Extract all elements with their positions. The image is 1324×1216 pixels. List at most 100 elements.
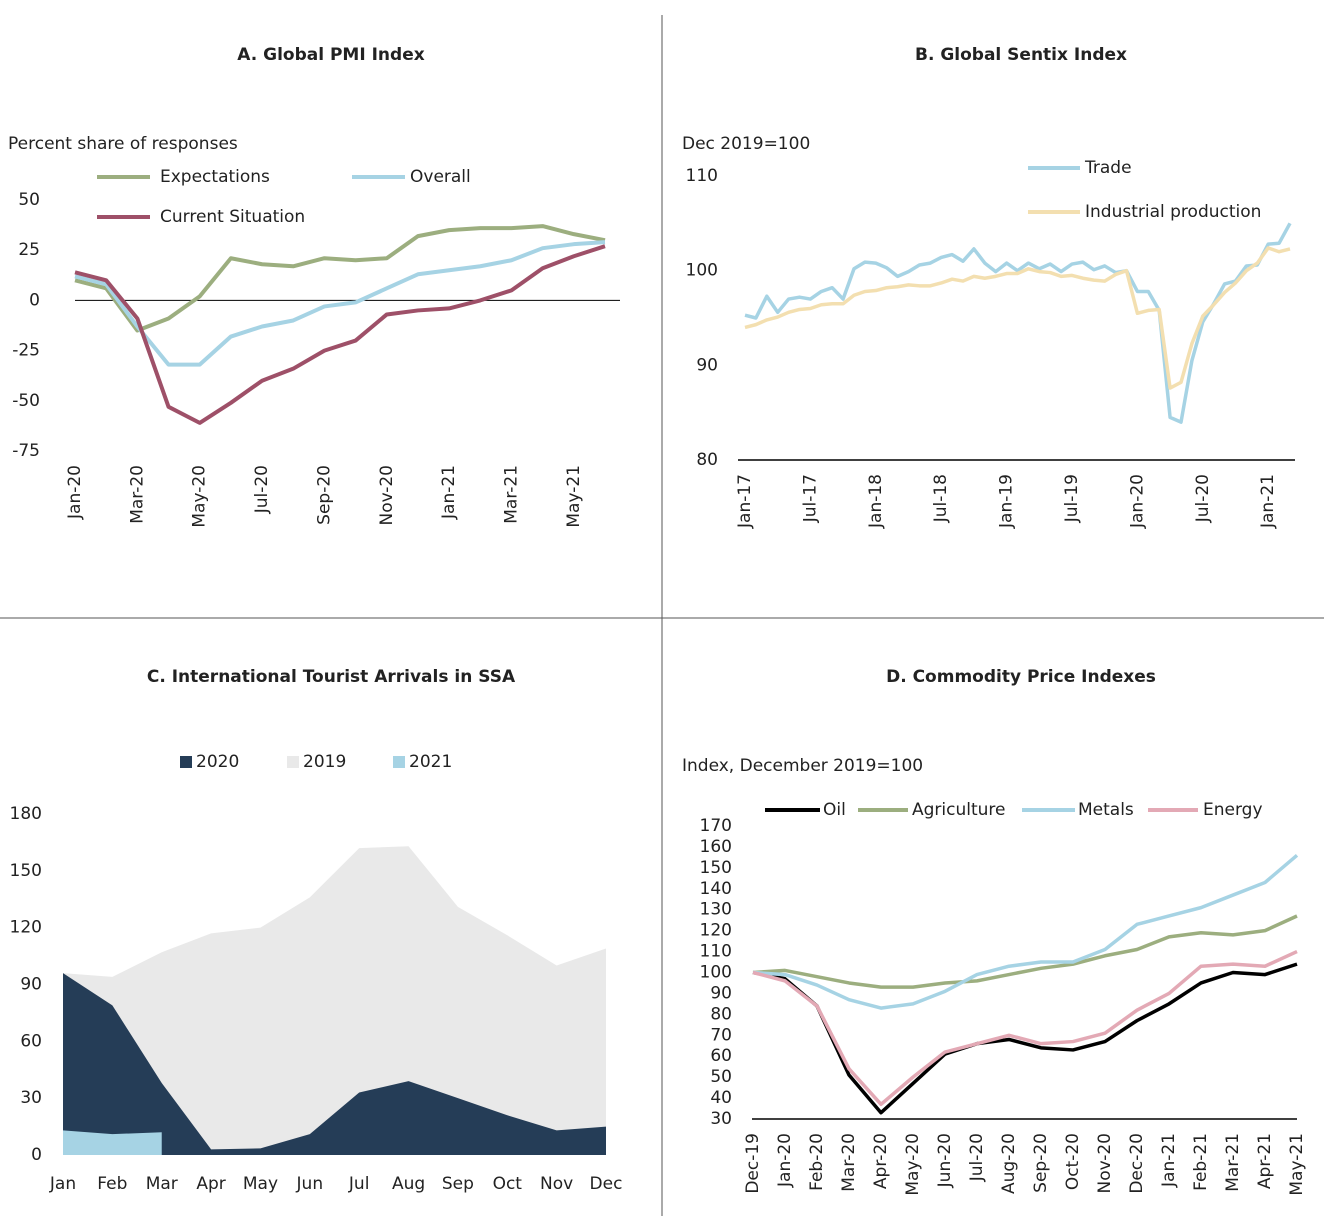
x-tick-label: Apr-21: [1255, 1133, 1275, 1189]
y-tick-label: 150: [10, 861, 42, 881]
y-tick-label: 80: [696, 450, 718, 470]
y-axis-label: Index, December 2019=100: [682, 756, 923, 776]
x-tick-label: Mar-20: [127, 465, 147, 524]
x-tick-label: May-21: [1287, 1133, 1307, 1196]
x-tick-label: May: [243, 1174, 278, 1194]
legend-label: 2021: [409, 752, 452, 772]
line: [74, 224, 606, 333]
x-tick-label: Dec-20: [1127, 1133, 1147, 1194]
x-tick-label: Jan-18: [866, 474, 886, 529]
x-tick-label: May-20: [903, 1133, 923, 1196]
legend-label: Trade: [1084, 158, 1132, 178]
y-tick-label: 140: [700, 879, 732, 899]
x-tick-label: Feb-20: [807, 1133, 827, 1191]
x-tick-label: Oct-20: [1063, 1133, 1083, 1190]
legend-label: Agriculture: [912, 800, 1006, 820]
y-tick-label: 120: [10, 918, 42, 938]
y-tick-label: 50: [710, 1067, 732, 1087]
area: [63, 846, 606, 1155]
x-tick-label: Sep-20: [1031, 1133, 1051, 1193]
x-tick-label: Jul-20: [1193, 474, 1213, 523]
x-tick-label: Jan: [49, 1174, 76, 1194]
y-axis-label: Percent share of responses: [8, 134, 238, 154]
y-tick-label: 90: [20, 975, 42, 995]
x-tick-label: Apr: [196, 1174, 225, 1194]
y-axis-label: Dec 2019=100: [682, 134, 810, 154]
x-tick-label: Mar-20: [839, 1133, 859, 1192]
y-tick-label: 100: [686, 261, 718, 281]
y-tick-label: -25: [12, 341, 40, 361]
y-tick-label: 0: [31, 1145, 42, 1165]
y-tick-label: 160: [700, 837, 732, 857]
x-tick-label: Jul-20: [252, 465, 272, 514]
y-tick-label: 120: [700, 921, 732, 941]
x-tick-label: Dec: [590, 1174, 623, 1194]
x-tick-label: Nov-20: [377, 465, 397, 526]
x-tick-label: Mar-21: [501, 465, 521, 524]
y-tick-label: 0: [29, 290, 40, 310]
legend-label: Current Situation: [160, 207, 305, 227]
line: [752, 962, 1298, 1115]
x-tick-label: Jan-21: [1258, 474, 1278, 529]
line: [744, 222, 1292, 424]
line: [744, 246, 1291, 390]
y-tick-label: 60: [710, 1046, 732, 1066]
line: [752, 853, 1299, 1010]
x-tick-label: Aug: [392, 1174, 425, 1194]
x-tick-label: May-21: [564, 465, 584, 528]
x-tick-label: Mar-21: [1223, 1133, 1243, 1192]
x-tick-label: Jan-20: [775, 1133, 795, 1188]
legend-swatch: [180, 756, 192, 768]
x-tick-label: Sep: [442, 1174, 474, 1194]
x-tick-label: Jun-20: [935, 1133, 955, 1188]
y-tick-label: 90: [696, 355, 718, 375]
y-tick-label: 70: [710, 1025, 732, 1045]
y-tick-label: 130: [700, 900, 732, 920]
y-tick-label: 40: [710, 1088, 732, 1108]
y-tick-label: 30: [710, 1109, 732, 1129]
x-tick-label: Jan-17: [735, 474, 755, 529]
legend-label: 2020: [196, 752, 239, 772]
y-tick-label: 110: [700, 942, 732, 962]
y-tick-label: 60: [20, 1031, 42, 1051]
y-tick-label: -75: [12, 441, 40, 461]
x-tick-label: Aug-20: [999, 1133, 1019, 1194]
legend-swatch: [287, 756, 299, 768]
x-tick-label: Jul-18: [931, 474, 951, 523]
y-tick-label: 50: [18, 190, 40, 210]
x-tick-label: Apr-20: [871, 1133, 891, 1189]
line: [752, 949, 1298, 1107]
y-tick-label: 100: [700, 963, 732, 983]
legend-label: Overall: [410, 167, 471, 187]
y-tick-label: 90: [710, 983, 732, 1003]
x-tick-label: Jan-20: [1127, 474, 1147, 529]
y-tick-label: 170: [700, 816, 732, 836]
chart-title: C. International Tourist Arrivals in SSA: [147, 667, 516, 687]
x-tick-label: Jul: [348, 1174, 370, 1194]
line: [74, 240, 606, 367]
x-tick-label: Nov: [540, 1174, 573, 1194]
chart-title: B. Global Sentix Index: [915, 45, 1127, 65]
y-tick-label: 150: [700, 858, 732, 878]
x-tick-label: Dec-19: [743, 1133, 763, 1194]
x-tick-label: Jan-19: [997, 474, 1017, 529]
line: [752, 914, 1298, 989]
x-tick-label: Jun: [296, 1174, 324, 1194]
legend-label: 2019: [303, 752, 346, 772]
legend-label: Expectations: [160, 167, 270, 187]
x-tick-label: Jul-17: [800, 474, 820, 523]
legend-label: Energy: [1203, 800, 1263, 820]
x-tick-label: Jul-19: [1062, 474, 1082, 523]
x-tick-label: Mar: [146, 1174, 178, 1194]
y-tick-label: 30: [20, 1088, 42, 1108]
x-tick-label: May-20: [190, 465, 210, 528]
legend-label: Industrial production: [1085, 202, 1261, 222]
area: [63, 973, 606, 1155]
x-tick-label: Sep-20: [314, 465, 334, 525]
y-tick-label: 110: [686, 166, 718, 186]
x-tick-label: Jan-21: [1159, 1133, 1179, 1188]
x-tick-label: Jan-20: [65, 465, 85, 520]
x-tick-label: Jul-20: [967, 1133, 987, 1182]
line: [74, 244, 606, 425]
